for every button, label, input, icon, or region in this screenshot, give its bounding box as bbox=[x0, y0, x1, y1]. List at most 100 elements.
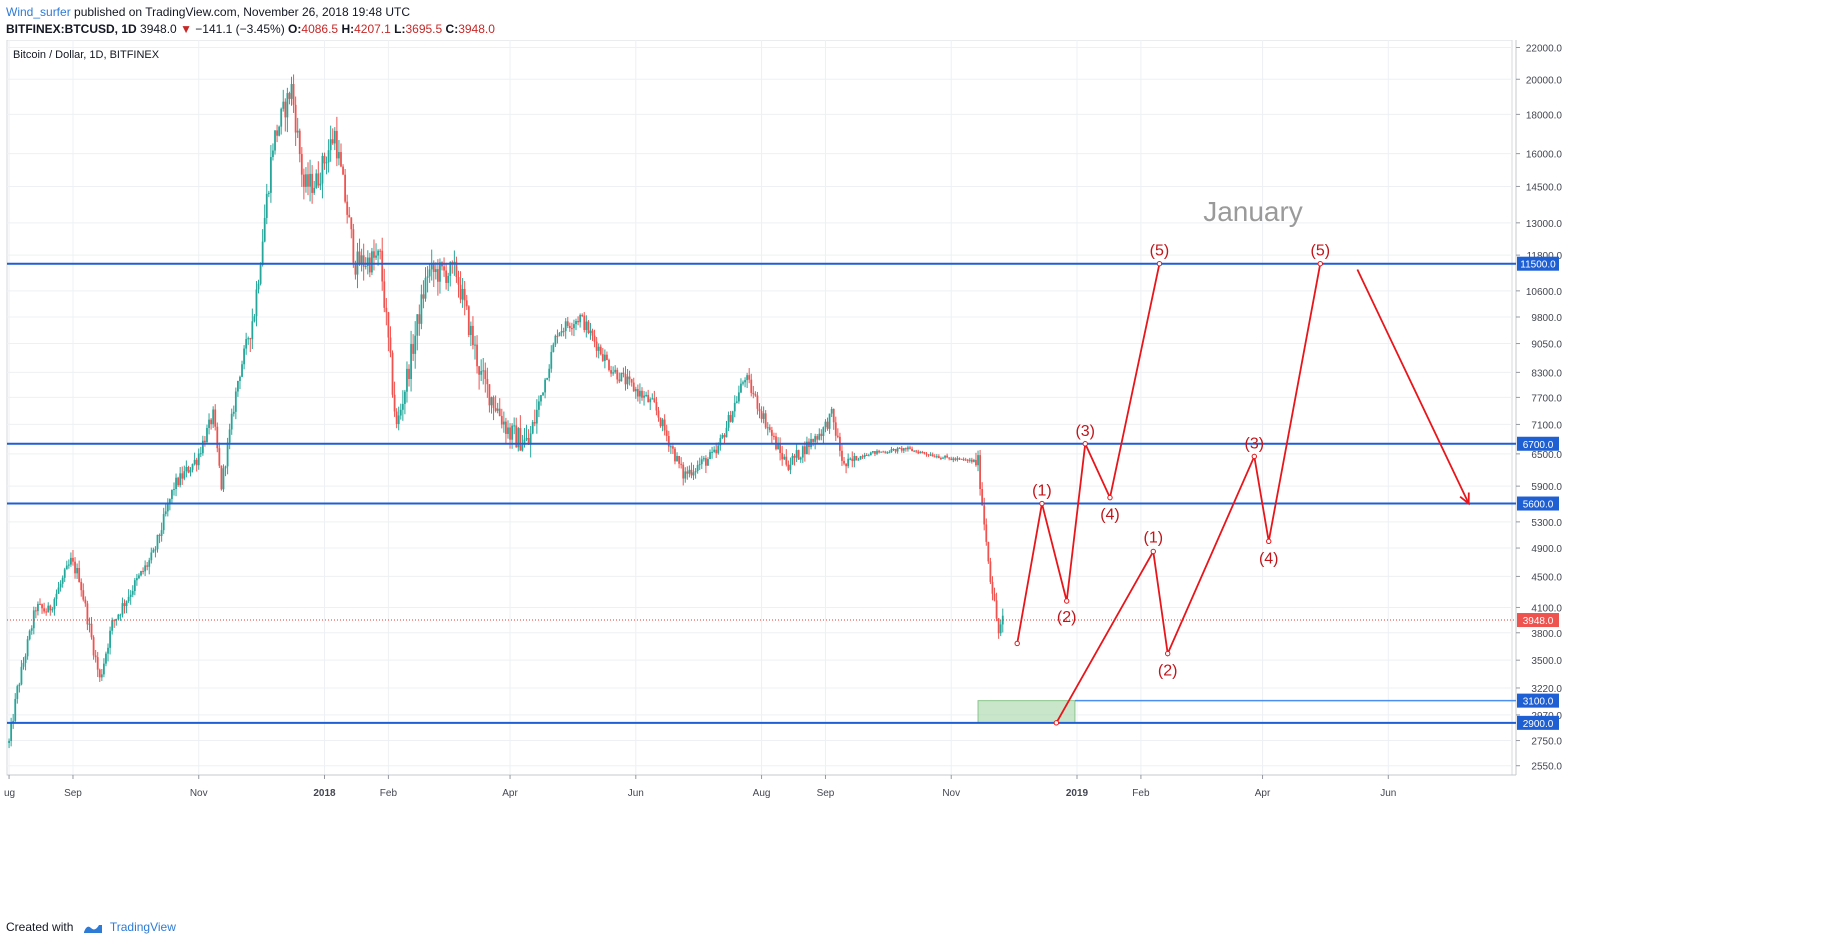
candle-body bbox=[573, 324, 575, 329]
candle-body bbox=[904, 448, 907, 450]
candle-body bbox=[773, 435, 775, 437]
candle-body bbox=[290, 84, 293, 99]
candle-body bbox=[921, 451, 924, 453]
candle-body bbox=[210, 419, 213, 425]
candle-body bbox=[434, 269, 437, 272]
candle-body bbox=[826, 421, 829, 429]
projection-arrow-line bbox=[1356, 269, 1470, 504]
candle-body bbox=[649, 399, 652, 403]
x-tick-label: ug bbox=[4, 788, 15, 799]
candle-body bbox=[230, 413, 233, 430]
y-tick-label: 9050.0 bbox=[1531, 340, 1562, 351]
candle-body bbox=[608, 360, 610, 371]
candle-body bbox=[317, 173, 320, 186]
down-arrow-icon: ▼ bbox=[180, 22, 192, 36]
candle-body bbox=[680, 463, 683, 465]
wave-label: (2) bbox=[1057, 609, 1077, 626]
candle-body bbox=[24, 656, 27, 663]
candle-body bbox=[795, 450, 798, 458]
author-link[interactable]: Wind_surfer bbox=[6, 5, 71, 19]
candle-body bbox=[816, 436, 819, 440]
candle-body bbox=[187, 466, 190, 473]
candle-body bbox=[770, 430, 773, 436]
candle-body bbox=[86, 603, 89, 625]
tradingview-link[interactable]: TradingView bbox=[109, 920, 176, 934]
candle-body bbox=[294, 104, 297, 133]
candle-body bbox=[909, 447, 911, 449]
publish-line: Wind_surfer published on TradingView.com… bbox=[6, 5, 410, 19]
candle-body bbox=[82, 590, 85, 600]
candle-body bbox=[643, 395, 645, 398]
candle-body bbox=[173, 488, 175, 490]
candle-body bbox=[267, 192, 270, 194]
candle-body bbox=[261, 241, 264, 266]
candle-body bbox=[824, 421, 827, 428]
candle-body bbox=[723, 435, 726, 438]
x-tick-label: Feb bbox=[1132, 788, 1150, 799]
candle-body bbox=[45, 611, 48, 613]
candle-body bbox=[302, 174, 305, 187]
y-tick-label: 8300.0 bbox=[1531, 368, 1562, 379]
level-price-tag bbox=[1517, 436, 1559, 451]
candle-body bbox=[158, 534, 161, 536]
candle-body bbox=[381, 250, 384, 282]
candle-body bbox=[482, 370, 485, 372]
candle-body bbox=[603, 354, 606, 361]
candle-body bbox=[166, 503, 169, 512]
candle-body bbox=[251, 321, 254, 340]
candle-body bbox=[719, 438, 722, 446]
candle-body bbox=[525, 437, 528, 440]
wave-label: (1) bbox=[1032, 483, 1052, 500]
candle-body bbox=[373, 251, 375, 258]
candle-body bbox=[599, 346, 602, 355]
candle-body bbox=[366, 257, 369, 267]
x-tick-label: Sep bbox=[817, 788, 835, 799]
candle-body bbox=[529, 433, 532, 445]
y-tick-label: 6500.0 bbox=[1531, 450, 1562, 461]
candle-body bbox=[556, 335, 559, 337]
candle-body bbox=[717, 445, 720, 454]
candle-body bbox=[636, 389, 639, 397]
candle-body bbox=[8, 740, 10, 743]
candle-body bbox=[465, 300, 468, 307]
candle-body bbox=[923, 452, 926, 454]
candle-body bbox=[991, 581, 994, 594]
candle-body bbox=[276, 130, 278, 136]
candle-body bbox=[113, 620, 116, 622]
candle-body bbox=[488, 384, 491, 406]
candle-body bbox=[558, 332, 561, 337]
candle-body bbox=[342, 166, 344, 175]
candle-body bbox=[622, 372, 625, 374]
candle-body bbox=[98, 669, 101, 678]
candle-body bbox=[785, 456, 788, 465]
candle-body bbox=[212, 409, 215, 425]
candle-body bbox=[286, 93, 289, 118]
wave-point bbox=[1063, 598, 1070, 604]
candle-body bbox=[214, 409, 217, 427]
y-tick-label: 3500.0 bbox=[1531, 656, 1562, 667]
candle-body bbox=[457, 277, 460, 285]
candle-body bbox=[247, 338, 250, 340]
candle-body bbox=[830, 408, 833, 414]
candle-body bbox=[257, 283, 260, 290]
candle-body bbox=[999, 624, 1002, 634]
candle-body bbox=[731, 411, 734, 422]
candle-body bbox=[655, 402, 658, 411]
candle-body bbox=[725, 427, 728, 438]
candle-body bbox=[523, 439, 526, 446]
candle-body bbox=[639, 390, 641, 397]
candle-body bbox=[880, 451, 883, 453]
candle-body bbox=[443, 266, 445, 271]
x-tick-label: Jun bbox=[628, 788, 644, 799]
candle-body bbox=[612, 372, 615, 374]
candle-body bbox=[142, 571, 144, 573]
candle-body bbox=[836, 435, 839, 437]
y-tick-label: 14500.0 bbox=[1526, 182, 1563, 193]
price-chart[interactable]: 22000.0 20000.0 18000.0 16000.0 14500.0 13000… bbox=[0, 40, 1828, 900]
y-tick-label: 13000.0 bbox=[1526, 219, 1563, 230]
candle-body bbox=[296, 130, 299, 133]
wave-point bbox=[1150, 548, 1156, 555]
candle-body bbox=[777, 444, 779, 450]
candle-body bbox=[911, 448, 913, 452]
candle-body bbox=[224, 466, 227, 469]
